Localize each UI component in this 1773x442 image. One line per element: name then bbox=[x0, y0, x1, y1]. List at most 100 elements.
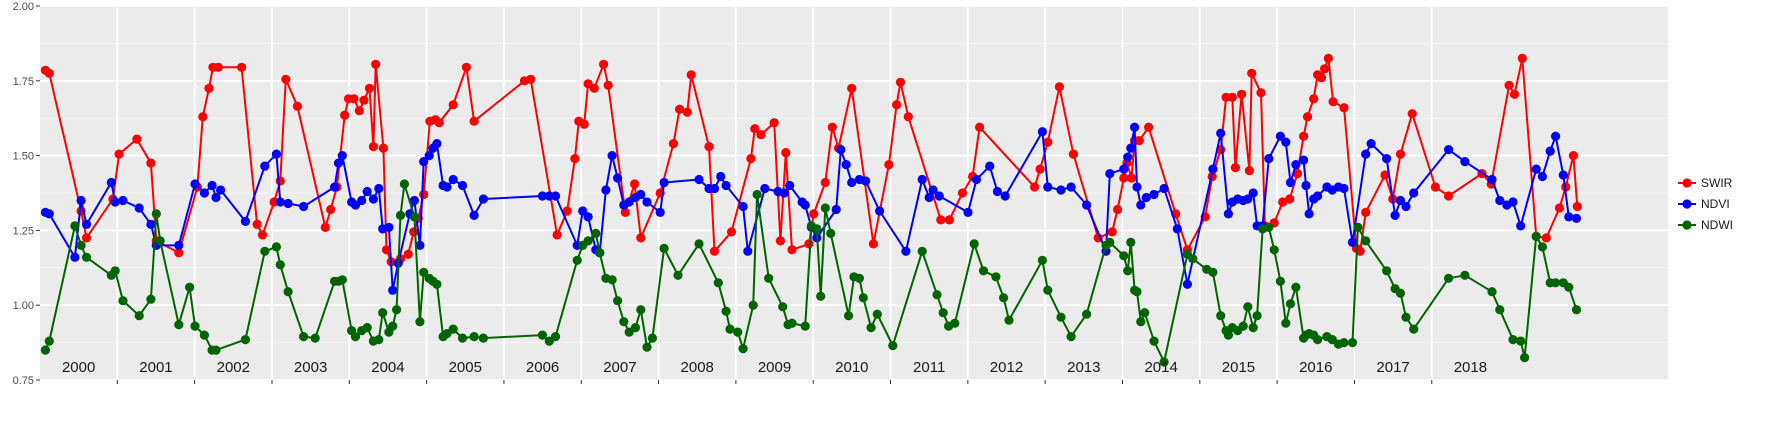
data-point bbox=[340, 110, 350, 120]
legend-label: SWIR bbox=[1701, 176, 1733, 190]
data-point bbox=[630, 323, 641, 333]
data-point bbox=[562, 206, 572, 216]
data-point bbox=[333, 158, 344, 168]
year-label: 2006 bbox=[526, 359, 559, 376]
data-point bbox=[1444, 273, 1454, 283]
data-point bbox=[800, 200, 810, 210]
data-point bbox=[583, 236, 593, 246]
data-point bbox=[1299, 131, 1309, 141]
data-point bbox=[1407, 109, 1417, 119]
data-point bbox=[134, 311, 144, 321]
data-point bbox=[1537, 242, 1547, 252]
data-point bbox=[1460, 270, 1470, 280]
data-point bbox=[550, 332, 561, 342]
data-point bbox=[1395, 149, 1406, 159]
data-point bbox=[785, 180, 795, 191]
data-point bbox=[381, 245, 392, 255]
data-point bbox=[432, 279, 442, 289]
data-point bbox=[1558, 170, 1568, 180]
data-point bbox=[999, 293, 1009, 303]
data-point bbox=[1119, 251, 1129, 261]
data-point bbox=[1068, 149, 1078, 159]
data-point bbox=[1159, 183, 1169, 194]
data-point bbox=[1132, 287, 1142, 297]
data-point bbox=[659, 177, 669, 188]
data-point bbox=[812, 224, 822, 234]
data-point bbox=[211, 192, 221, 203]
data-point bbox=[775, 236, 786, 246]
data-point bbox=[1361, 149, 1371, 159]
data-point bbox=[155, 236, 165, 246]
data-point bbox=[800, 321, 810, 331]
year-label: 2017 bbox=[1376, 359, 1409, 376]
data-point bbox=[1487, 287, 1497, 297]
data-point bbox=[1347, 338, 1358, 348]
data-point bbox=[1227, 92, 1237, 102]
data-point bbox=[756, 130, 766, 140]
year-label: 2008 bbox=[681, 359, 714, 376]
data-point bbox=[448, 100, 458, 110]
data-point bbox=[892, 100, 902, 110]
year-label: 2009 bbox=[758, 359, 791, 376]
year-label: 2000 bbox=[62, 359, 95, 376]
data-point bbox=[457, 180, 468, 191]
data-point bbox=[271, 149, 281, 159]
y-tick-label: 1.50 bbox=[13, 151, 34, 163]
data-point bbox=[1531, 164, 1541, 174]
data-point bbox=[81, 233, 92, 243]
data-point bbox=[399, 179, 409, 189]
data-point bbox=[384, 222, 394, 232]
data-point bbox=[469, 116, 479, 126]
data-point bbox=[613, 296, 623, 306]
data-point bbox=[1237, 89, 1247, 99]
data-point bbox=[957, 188, 968, 198]
data-point bbox=[1401, 201, 1411, 212]
data-point bbox=[1132, 182, 1142, 192]
data-point bbox=[917, 246, 927, 256]
data-point bbox=[281, 74, 291, 84]
data-point bbox=[204, 83, 214, 93]
data-point bbox=[985, 161, 995, 171]
data-point bbox=[1301, 180, 1311, 191]
data-point bbox=[146, 219, 156, 229]
data-point bbox=[76, 195, 86, 206]
data-point bbox=[769, 118, 779, 128]
data-point bbox=[1247, 68, 1257, 78]
data-point bbox=[330, 182, 340, 192]
legend-key-point bbox=[1682, 220, 1692, 230]
data-point bbox=[854, 273, 865, 283]
data-point bbox=[1444, 145, 1454, 155]
data-point bbox=[1035, 164, 1045, 174]
data-point bbox=[1208, 267, 1218, 277]
data-point bbox=[70, 252, 80, 262]
data-point bbox=[1285, 299, 1296, 309]
data-point bbox=[378, 308, 388, 318]
data-point bbox=[1188, 254, 1198, 264]
data-point bbox=[1113, 204, 1123, 215]
data-point bbox=[1082, 200, 1092, 210]
data-point bbox=[682, 107, 692, 117]
data-point bbox=[1043, 137, 1053, 147]
data-point bbox=[1056, 185, 1066, 195]
data-point bbox=[694, 174, 704, 185]
data-point bbox=[748, 300, 758, 310]
data-point bbox=[252, 219, 262, 229]
data-point bbox=[1172, 224, 1182, 234]
data-point bbox=[1105, 237, 1115, 247]
data-point bbox=[787, 245, 797, 255]
data-point bbox=[1238, 321, 1248, 331]
data-point bbox=[713, 278, 723, 288]
data-point bbox=[655, 207, 665, 217]
data-point bbox=[743, 246, 753, 256]
data-point bbox=[738, 201, 748, 212]
data-point bbox=[1056, 312, 1066, 322]
data-point bbox=[415, 317, 425, 327]
data-point bbox=[673, 270, 683, 280]
year-label: 2016 bbox=[1299, 359, 1332, 376]
data-point bbox=[81, 252, 92, 262]
data-point bbox=[213, 62, 223, 72]
data-point bbox=[362, 323, 372, 333]
data-point bbox=[1508, 335, 1518, 345]
data-point bbox=[537, 191, 548, 201]
data-point bbox=[1302, 112, 1313, 122]
